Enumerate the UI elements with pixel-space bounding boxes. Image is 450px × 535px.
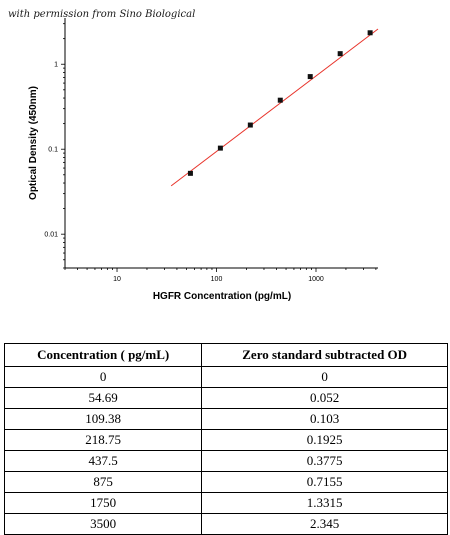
od-cell: 1.3315 bbox=[201, 492, 448, 514]
y-tick-label: 1 bbox=[54, 62, 58, 69]
data-point bbox=[247, 122, 253, 128]
x-tick-label: 100 bbox=[211, 276, 223, 283]
x-tick-label: 1000 bbox=[308, 276, 324, 283]
table-row: 54.69 0.052 bbox=[3, 387, 448, 409]
concentration-cell: 0 bbox=[3, 366, 203, 388]
y-tick-label: 0.1 bbox=[48, 147, 58, 154]
data-point bbox=[187, 170, 193, 176]
table-row: 437.5 0.3775 bbox=[3, 450, 448, 472]
permission-caption: with permission from Sino Biological bbox=[8, 9, 196, 20]
table-row: 3500 2.345 bbox=[3, 513, 448, 535]
od-cell: 0.052 bbox=[201, 387, 448, 409]
concentration-cell: 109.38 bbox=[3, 408, 203, 430]
chart-ticks: 0.01 0.1 1 10 100 1000 bbox=[44, 23, 377, 283]
od-cell: 0.7155 bbox=[201, 471, 448, 493]
y-axis-label: Optical Density (450nm) bbox=[28, 86, 39, 200]
fit-line bbox=[170, 28, 379, 187]
od-cell: 0.1925 bbox=[201, 429, 448, 451]
od-cell: 0.3775 bbox=[201, 450, 448, 472]
fit-line-group bbox=[170, 28, 379, 187]
od-cell: 0 bbox=[201, 366, 448, 388]
table-header-row: Concentration ( pg/mL) Zero standard sub… bbox=[3, 343, 448, 367]
concentration-cell: 3500 bbox=[3, 513, 203, 535]
header-od: Zero standard subtracted OD bbox=[201, 343, 448, 367]
standard-curve-chart: 0.01 0.1 1 10 100 1000 Optical Density (450nm… bbox=[28, 18, 379, 302]
od-cell: 2.345 bbox=[201, 513, 448, 535]
od-cell: 0.103 bbox=[201, 408, 448, 430]
concentration-cell: 875 bbox=[3, 471, 203, 493]
y-tick-label: 0.01 bbox=[44, 232, 58, 239]
data-table: Concentration ( pg/mL) Zero standard sub… bbox=[3, 343, 448, 535]
data-point bbox=[337, 51, 343, 57]
concentration-cell: 54.69 bbox=[3, 387, 203, 409]
data-point bbox=[217, 145, 223, 151]
table-row: 218.75 0.1925 bbox=[3, 429, 448, 451]
table-row: 1750 1.3315 bbox=[3, 492, 448, 514]
header-concentration: Concentration ( pg/mL) bbox=[3, 343, 203, 367]
x-axis-label: HGFR Concentration (pg/mL) bbox=[153, 291, 291, 302]
concentration-cell: 437.5 bbox=[3, 450, 203, 472]
data-point bbox=[277, 97, 283, 103]
chart-axes bbox=[64, 18, 378, 269]
data-point bbox=[307, 74, 313, 80]
concentration-cell: 218.75 bbox=[3, 429, 203, 451]
concentration-cell: 1750 bbox=[3, 492, 203, 514]
x-tick-label: 10 bbox=[113, 276, 121, 283]
data-points bbox=[187, 30, 373, 176]
table-row: 109.38 0.103 bbox=[3, 408, 448, 430]
data-point bbox=[367, 30, 373, 36]
table-row: 875 0.7155 bbox=[3, 471, 448, 493]
